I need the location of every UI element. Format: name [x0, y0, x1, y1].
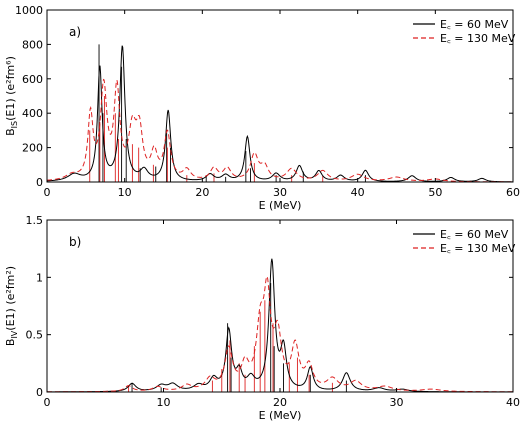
x-tick-label: 20 — [273, 396, 287, 409]
y-tick-label: 600 — [22, 73, 43, 86]
x-tick-label: 10 — [118, 186, 132, 199]
panel-b: 0 10 20 30 40 0 0.5 1 1.5 E (MeV) BIV(E1) (e²fm²) b… — [4, 214, 520, 422]
series-line-ec60 — [47, 258, 513, 392]
panel-label: b) — [69, 235, 81, 249]
x-tick-label: 40 — [351, 186, 365, 199]
y-tick-label: 200 — [22, 142, 43, 155]
y-tick-label: 1.5 — [26, 214, 44, 227]
x-axis-label: E (MeV) — [259, 199, 302, 212]
y-tick-label: 0.5 — [26, 329, 44, 342]
panel-label: a) — [69, 25, 81, 39]
legend-label-ec60: E꜀ = 60 MeV — [440, 228, 509, 241]
x-tick-label: 10 — [157, 396, 171, 409]
x-tick-label: 30 — [390, 396, 404, 409]
y-tick-label: 800 — [22, 38, 43, 51]
y-axis-label: BIV(E1) (e²fm²) — [4, 266, 19, 346]
x-tick-label: 20 — [195, 186, 209, 199]
x-tick-label: 30 — [273, 186, 287, 199]
y-tick-label: 0 — [36, 386, 43, 399]
series-line-ec130 — [47, 275, 513, 392]
x-tick-label: 50 — [428, 186, 442, 199]
y-tick-label: 1 — [36, 271, 43, 284]
legend-label-ec130: E꜀ = 130 MeV — [440, 32, 516, 45]
plot-area — [47, 258, 513, 392]
legend-label-ec60: E꜀ = 60 MeV — [440, 18, 509, 31]
x-tick-label: 0 — [44, 186, 51, 199]
y-tick-label: 0 — [36, 176, 43, 189]
x-axis-label: E (MeV) — [259, 409, 302, 422]
y-axis-label: BIS(E1) (e²fm⁶) — [4, 56, 19, 136]
x-tick-label: 0 — [44, 396, 51, 409]
plot-area — [47, 44, 513, 182]
series-line-ec60 — [47, 45, 513, 182]
x-tick-label: 40 — [506, 396, 520, 409]
legend-label-ec130: E꜀ = 130 MeV — [440, 242, 516, 255]
x-tick-label: 60 — [506, 186, 520, 199]
series-line-ec130 — [47, 78, 513, 182]
y-tick-label: 1000 — [15, 4, 43, 17]
y-tick-label: 400 — [22, 107, 43, 120]
